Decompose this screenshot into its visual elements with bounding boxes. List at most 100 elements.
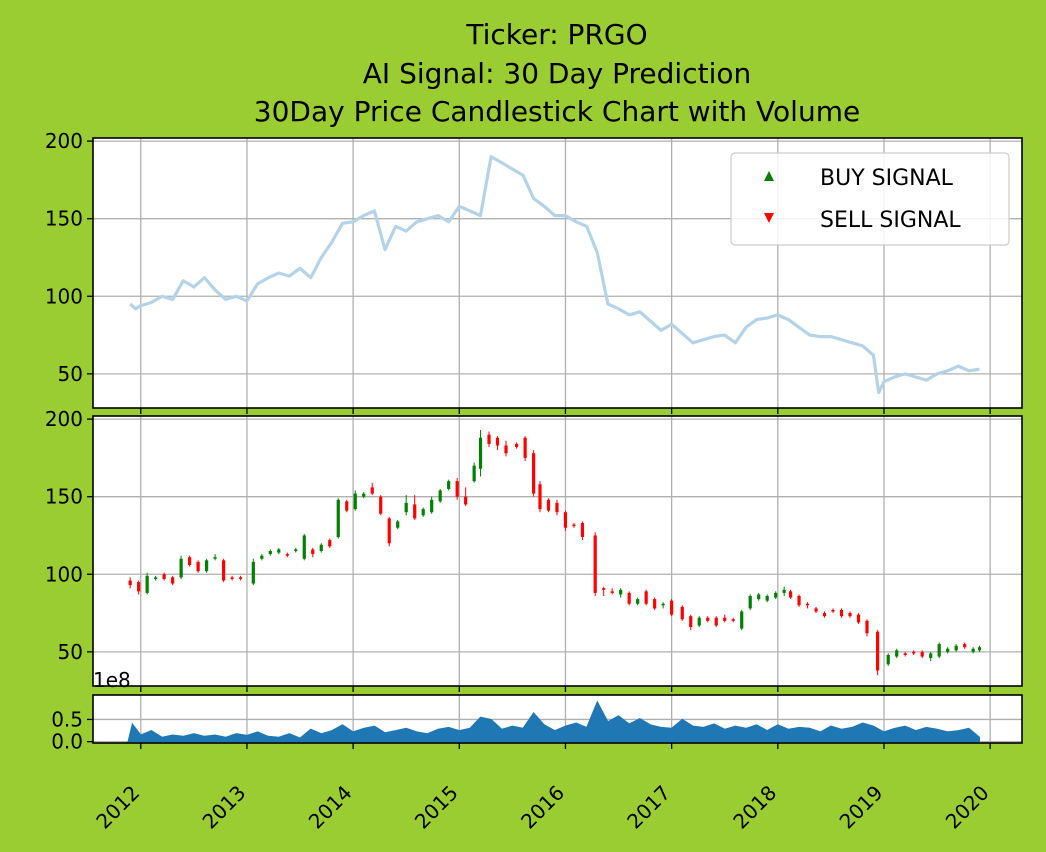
- candle: [128, 577, 132, 589]
- volume-offset-label: 1e8: [93, 668, 131, 692]
- candle: [154, 575, 158, 581]
- candle: [689, 614, 693, 631]
- candle-body: [856, 614, 861, 623]
- price-y-tick-label: 150: [45, 207, 83, 231]
- candle: [593, 532, 597, 596]
- candle: [137, 580, 141, 595]
- candle-body: [963, 644, 967, 648]
- candle-body: [782, 589, 786, 593]
- candle: [661, 602, 665, 609]
- candle: [954, 644, 958, 652]
- candle: [455, 478, 459, 500]
- candle-body: [839, 609, 844, 617]
- candle-body: [154, 577, 158, 579]
- candle: [396, 519, 400, 530]
- candle: [495, 436, 500, 451]
- candle-body: [886, 654, 890, 665]
- candle: [946, 647, 950, 654]
- candle: [268, 549, 272, 556]
- candle-body: [137, 582, 141, 592]
- candlestick-panel-border: [92, 415, 1023, 687]
- candle: [697, 616, 701, 628]
- candle: [831, 608, 835, 614]
- candle: [319, 543, 323, 553]
- candle-body: [610, 591, 614, 593]
- candle-body: [788, 591, 793, 598]
- candle-body: [277, 549, 281, 553]
- candle: [311, 547, 315, 558]
- candle: [971, 647, 975, 654]
- candle: [865, 619, 869, 637]
- candle: [563, 510, 568, 531]
- candle: [328, 538, 332, 548]
- candle-body: [455, 481, 459, 497]
- candle: [421, 507, 425, 517]
- candle-body: [238, 577, 243, 579]
- candle-y-tick-label: 100: [45, 562, 83, 586]
- candle-body: [757, 594, 761, 600]
- legend-sell-label: SELL SIGNAL: [820, 208, 961, 233]
- candle: [345, 499, 349, 513]
- candle: [162, 572, 166, 581]
- candle-body: [731, 619, 735, 621]
- candle-body: [230, 577, 234, 579]
- candle: [814, 606, 818, 614]
- volume-y-tick-label: 0.5: [51, 707, 83, 731]
- candle: [285, 552, 289, 558]
- candle-body: [487, 434, 491, 444]
- candle-body: [196, 561, 200, 572]
- candle: [929, 651, 933, 662]
- candle-body: [328, 540, 332, 547]
- candle: [430, 496, 434, 514]
- candle: [213, 554, 217, 561]
- candle: [797, 594, 801, 607]
- candle: [670, 599, 674, 617]
- candle-body: [213, 557, 217, 559]
- candle: [572, 523, 576, 528]
- candle-body: [353, 493, 357, 510]
- candle: [413, 495, 417, 520]
- candle: [920, 650, 924, 659]
- candle-body: [580, 523, 585, 538]
- candle: [171, 575, 175, 586]
- candle-body: [895, 650, 899, 657]
- candle: [805, 602, 810, 609]
- candle-body: [311, 549, 315, 555]
- candle-body: [260, 555, 264, 559]
- candle-body: [430, 499, 434, 513]
- volume-series: [127, 700, 980, 743]
- volume-y-tick-label: 0.0: [51, 730, 83, 754]
- candle: [438, 488, 442, 503]
- candle-body: [396, 521, 400, 528]
- candle-body: [268, 551, 272, 555]
- candle: [937, 642, 941, 659]
- candle: [515, 442, 519, 449]
- candle: [886, 653, 890, 666]
- candle: [404, 495, 408, 516]
- candle-body: [387, 518, 391, 544]
- candle: [740, 609, 744, 631]
- candle: [912, 650, 916, 655]
- candle: [610, 588, 614, 595]
- price-line: [129, 155, 980, 395]
- candle-body: [977, 647, 982, 651]
- candle-body: [515, 443, 519, 448]
- candle-body: [912, 651, 916, 654]
- candle: [230, 575, 234, 581]
- candle-body: [205, 560, 209, 572]
- candle: [903, 651, 907, 657]
- candle: [464, 487, 468, 506]
- candle: [532, 450, 536, 497]
- candle: [644, 589, 648, 606]
- candle: [580, 521, 585, 541]
- candle-body: [188, 557, 192, 565]
- candle: [731, 617, 735, 623]
- legend-buy-label: BUY SIGNAL: [820, 166, 954, 191]
- candle-body: [740, 611, 744, 629]
- candle: [523, 436, 527, 461]
- candle-body: [822, 613, 827, 617]
- candle-body: [438, 490, 442, 502]
- candle: [302, 533, 306, 561]
- candle-body: [421, 509, 425, 516]
